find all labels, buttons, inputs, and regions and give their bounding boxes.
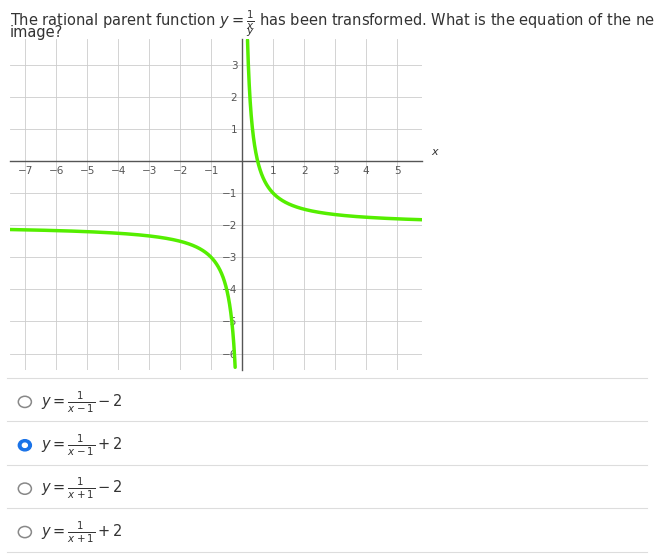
Text: $x$: $x$ xyxy=(431,147,440,157)
Text: The rational parent function $y = \frac{1}{x}$ has been transformed. What is the: The rational parent function $y = \frac{… xyxy=(10,8,654,32)
Text: $y = \frac{1}{x+1} + 2$: $y = \frac{1}{x+1} + 2$ xyxy=(41,519,123,545)
Text: $y = \frac{1}{x-1} + 2$: $y = \frac{1}{x-1} + 2$ xyxy=(41,432,123,458)
Text: $y$: $y$ xyxy=(246,26,255,38)
Text: image?: image? xyxy=(10,25,63,40)
Text: $y = \frac{1}{x-1} - 2$: $y = \frac{1}{x-1} - 2$ xyxy=(41,389,123,414)
Text: $y = \frac{1}{x+1} - 2$: $y = \frac{1}{x+1} - 2$ xyxy=(41,476,123,501)
